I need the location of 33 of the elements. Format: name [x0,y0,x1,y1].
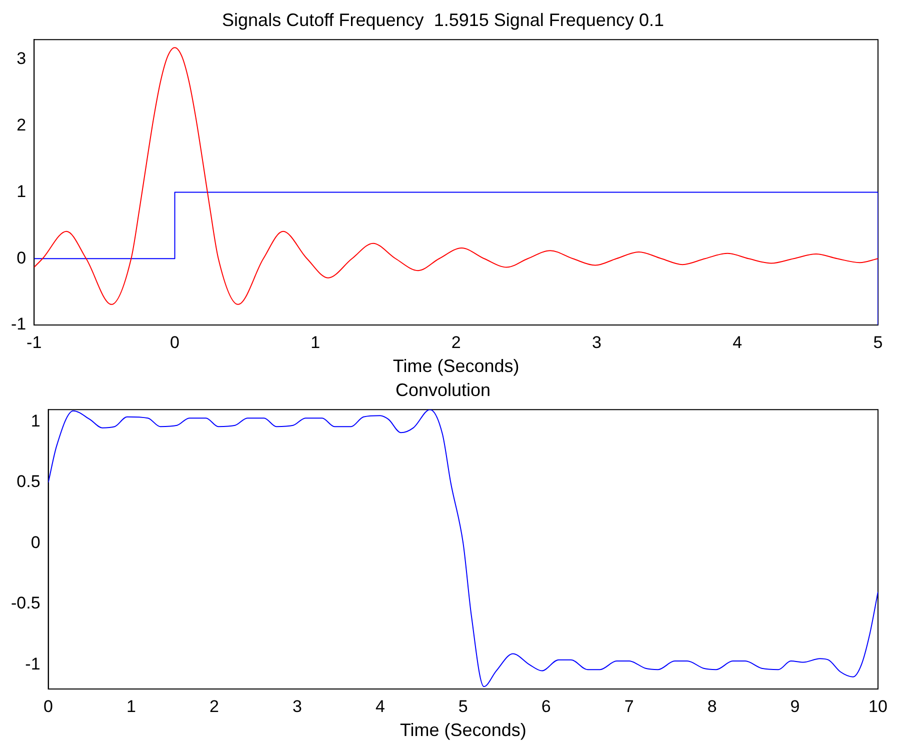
x-tick-label: 3 [292,696,302,716]
x-tick-label: 9 [790,696,800,716]
line-series [34,47,878,305]
y-tick-label: 0.5 [16,472,40,492]
y-tick-label: 1 [30,411,40,430]
x-tick-label: 2 [210,696,219,716]
x-tick-label: 6 [541,696,551,716]
y-tick-label: -1 [10,314,26,334]
chart-title: Signals Cutoff Frequency 1.5915 Signal Frequency 0.1 [222,10,664,30]
y-tick-label: 1 [16,182,26,201]
x-tick-label: 1 [310,332,320,352]
x-tick-label: 4 [375,696,385,716]
x-tick-label: 1 [126,696,136,716]
x-tick-label: 8 [707,696,717,716]
x-tick-label: 2 [451,332,461,352]
x-axis-title: Time (Seconds) [392,356,520,376]
x-tick-label: 0 [170,332,180,352]
y-tick-label: 3 [16,49,26,68]
y-tick-label: 0 [16,248,26,268]
x-tick-label: 4 [732,332,742,352]
x-tick-label: 3 [592,332,602,352]
x-tick-label: 5 [458,696,468,716]
x-tick-label: 10 [868,696,888,716]
x-tick-label: 0 [44,696,54,716]
x-tick-label: 7 [624,696,634,716]
y-tick-label: -1 [25,654,40,674]
x-axis-title: Time (Seconds) [400,720,526,740]
y-tick-label: 0 [30,532,40,552]
chart-title: Convolution [395,380,491,400]
y-tick-label: -0.5 [10,594,40,613]
y-tick-label: 2 [16,116,26,135]
line-series [48,410,878,688]
x-tick-label: 5 [873,332,883,352]
